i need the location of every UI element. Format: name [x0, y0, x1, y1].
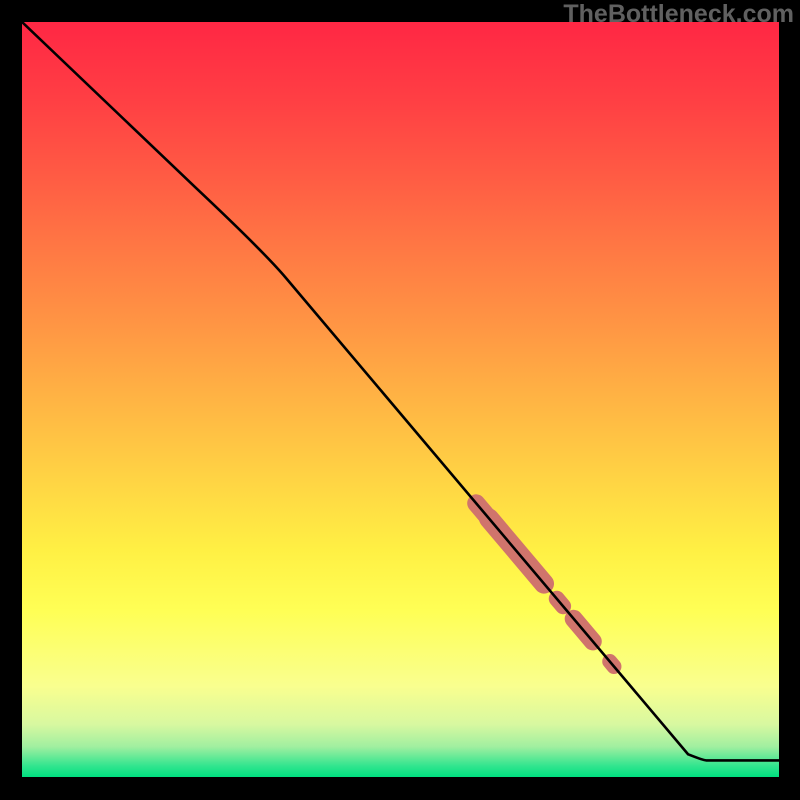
watermark-text: TheBottleneck.com	[563, 0, 794, 29]
gradient-background	[22, 22, 779, 777]
plot-area	[22, 22, 779, 777]
chart-stage: TheBottleneck.com	[0, 0, 800, 800]
